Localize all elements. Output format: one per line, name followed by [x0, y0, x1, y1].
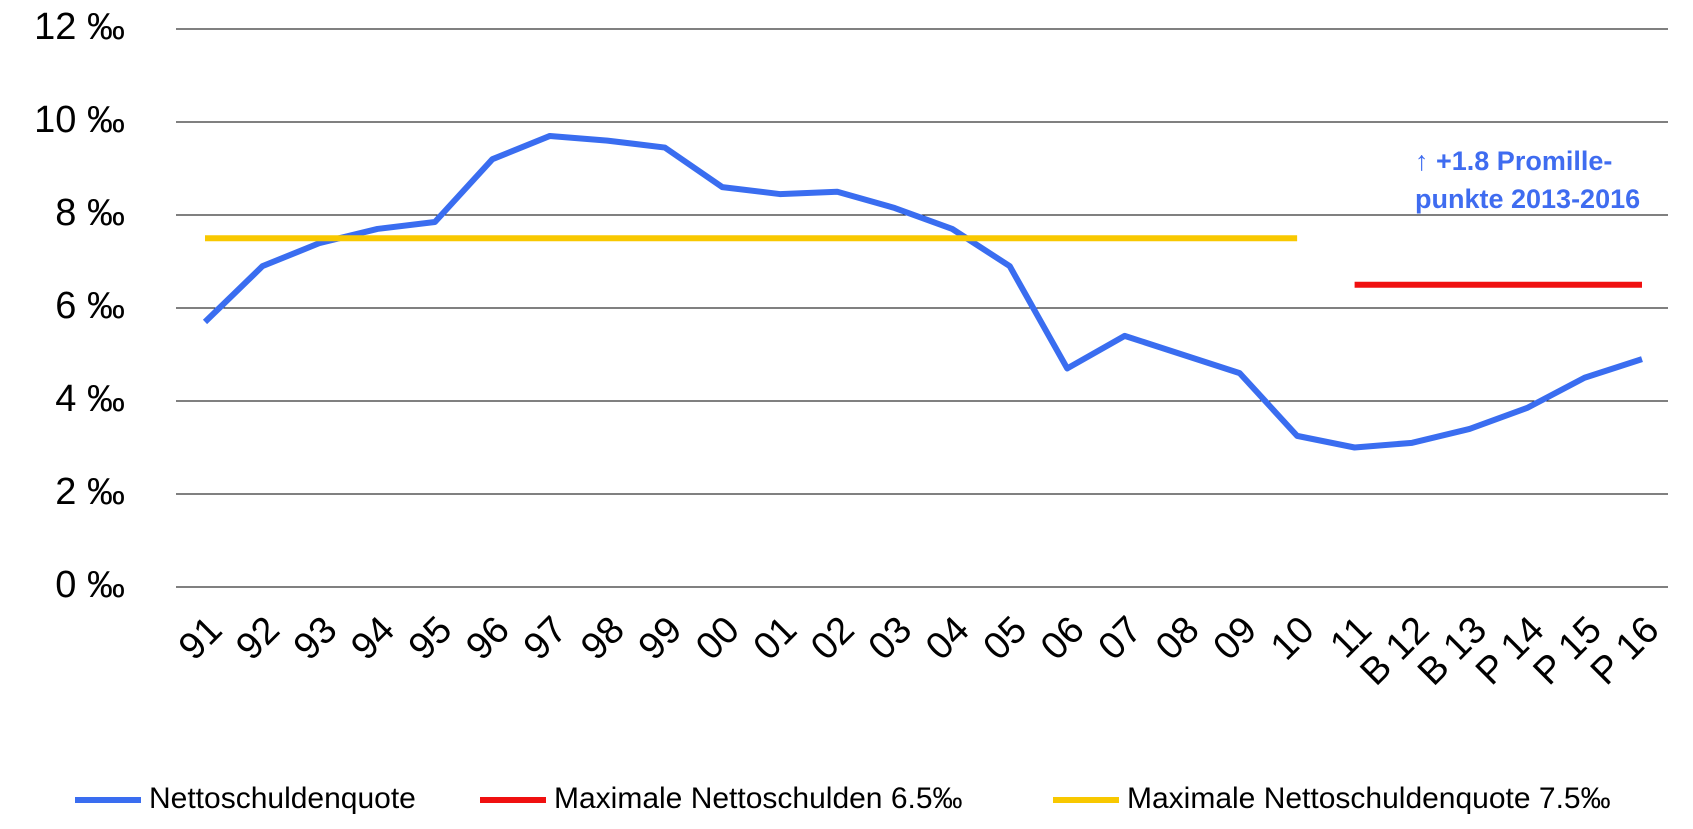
x-tick-label: 04	[918, 609, 978, 669]
y-tick-label: 6 ‰	[55, 285, 125, 327]
x-tick-label: 00	[688, 609, 748, 669]
x-tick-label: 98	[573, 609, 633, 669]
x-tick-label: 96	[458, 609, 518, 669]
legend-label: Maximale Nettoschuldenquote 7.5‰	[1127, 782, 1611, 815]
x-tick-label: 06	[1033, 609, 1093, 669]
y-tick-label: 8 ‰	[55, 192, 125, 234]
x-tick-label: 91	[171, 609, 231, 669]
x-tick-label: 10	[1263, 609, 1323, 669]
x-tick-label: 02	[803, 609, 863, 669]
x-tick-label: 09	[1206, 609, 1266, 669]
x-tick-label: P 16	[1583, 609, 1667, 693]
x-tick-label: 93	[286, 609, 346, 669]
y-tick-label: 12 ‰	[34, 6, 125, 48]
legend-label: Maximale Nettoschulden 6.5‰	[554, 782, 963, 815]
x-tick-label: 08	[1148, 609, 1208, 669]
x-tick-label: 94	[343, 609, 403, 669]
x-tick-label: 03	[861, 609, 921, 669]
y-tick-label: 0 ‰	[55, 564, 125, 606]
y-tick-label: 4 ‰	[55, 378, 125, 420]
y-tick-label: 10 ‰	[34, 99, 125, 141]
x-tick-label: 97	[516, 609, 576, 669]
y-tick-label: 2 ‰	[55, 471, 125, 513]
series-line	[202, 132, 1643, 451]
x-tick-label: 99	[631, 609, 691, 669]
x-tick-label: 07	[1091, 609, 1151, 669]
annotation: punkte 2013-2016	[1415, 184, 1640, 214]
annotation: ↑ +1.8 Promille-	[1415, 146, 1612, 176]
x-tick-label: 95	[401, 609, 461, 669]
x-tick-label: 05	[976, 609, 1036, 669]
x-tick-label: 01	[746, 609, 806, 669]
x-tick-label: 92	[228, 609, 288, 669]
legend-label: Nettoschuldenquote	[149, 782, 416, 815]
